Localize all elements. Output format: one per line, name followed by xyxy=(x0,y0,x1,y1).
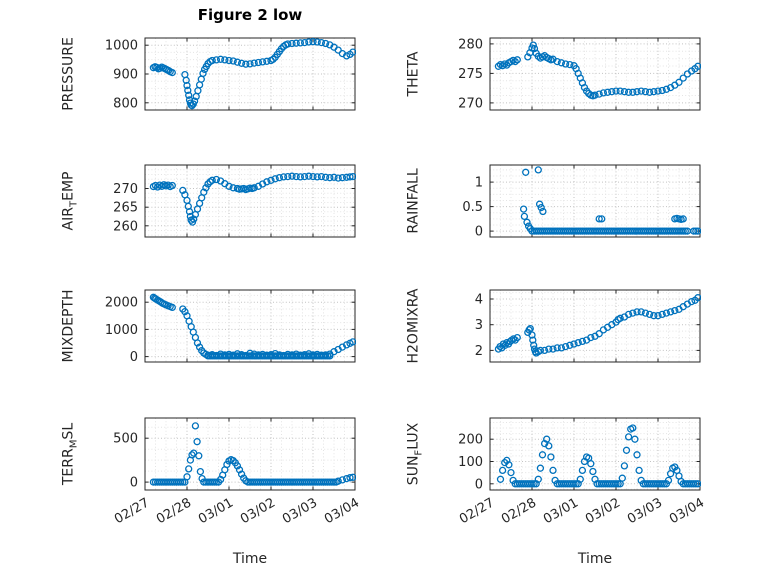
y-label-text: AIR xyxy=(60,207,77,231)
plot-area-h2omixra: 2 3 4 xyxy=(475,289,701,363)
plot-area-sun-flux: 02/27 02/28 03/01 03/02 03/03 03/04 0 100 200 xyxy=(457,417,705,527)
x-axis-label-left: Time xyxy=(232,551,268,567)
svg-text:1: 1 xyxy=(475,176,483,191)
svg-text:03/04: 03/04 xyxy=(322,495,360,527)
svg-text:260: 260 xyxy=(113,219,138,234)
svg-text:270: 270 xyxy=(113,182,138,197)
plot-area-rainfall: 00.51 xyxy=(462,164,701,240)
y-label-subscript: T xyxy=(68,200,80,208)
svg-text:4: 4 xyxy=(475,293,483,308)
y-axis-label-sun-flux: SUNFLUX xyxy=(406,423,425,485)
subplot-mixdepth: MIXDEPTH 0 1000 2000 xyxy=(55,285,360,367)
svg-text:1000: 1000 xyxy=(105,39,138,54)
y-axis-label-mixdepth: MIXDEPTH xyxy=(61,290,80,363)
svg-text:265: 265 xyxy=(113,201,138,216)
y-axis-label-pressure: PRESSURE xyxy=(61,37,80,111)
y-axis-label-theta: THETA xyxy=(406,52,425,97)
svg-text:03/01: 03/01 xyxy=(196,495,236,527)
svg-text:500: 500 xyxy=(113,432,138,447)
subplot-pressure: PRESSURE 800 900 1000 xyxy=(55,33,360,115)
y-axis-label-air-temp: AIRTEMP xyxy=(61,172,80,231)
subplot-h2omixra: H2OMIXRA 2 3 4 xyxy=(400,285,705,367)
svg-text:100: 100 xyxy=(458,455,483,470)
svg-text:03/03: 03/03 xyxy=(625,495,665,527)
subplot-theta: THETA 270 275 280 xyxy=(400,33,705,115)
plot-area-air-temp: 260 265 270 xyxy=(113,164,356,238)
y-label-subscript: F xyxy=(413,449,425,456)
svg-text:03/02: 03/02 xyxy=(238,495,278,527)
y-label-text: LUX xyxy=(405,422,422,450)
subplot-rainfall: RAINFALL 0 0.5 1 xyxy=(400,160,705,242)
plot-area-mixdepth: 0 1000 2000 xyxy=(105,289,356,365)
svg-text:02/28: 02/28 xyxy=(499,495,539,527)
y-axis-label-rainfall: RAINFALL xyxy=(406,168,425,233)
y-label-text: SL xyxy=(60,422,77,440)
svg-text:270: 270 xyxy=(458,96,483,111)
y-axis-label-terr-msl: TERRMSL xyxy=(61,423,80,485)
figure-title: Figure 2 low xyxy=(197,6,303,24)
y-label-text: THETA xyxy=(405,51,422,97)
y-axis-label-h2omixra: H2OMIXRA xyxy=(406,289,425,364)
svg-text:02/27: 02/27 xyxy=(112,495,152,527)
svg-text:2: 2 xyxy=(475,344,483,359)
svg-text:2000: 2000 xyxy=(105,296,138,311)
plot-area-theta: 270 275 280 xyxy=(458,37,701,111)
svg-text:02/28: 02/28 xyxy=(154,495,194,527)
svg-text:0: 0 xyxy=(130,350,138,365)
y-label-text: MIXDEPTH xyxy=(60,289,77,363)
svg-text:0.5: 0.5 xyxy=(462,200,483,215)
subplot-sun-flux: SUNFLUX 02/27 02/28 03/01 03/02 03/03 03/04 0 1… xyxy=(400,413,705,545)
subplot-terr-msl: TERRMSL 02/27 02/28 03/01 03/02 03/03 03/04 0 5… xyxy=(55,413,360,545)
y-label-text: EMP xyxy=(60,171,77,201)
x-axis-label-right: Time xyxy=(577,551,613,567)
svg-text:1000: 1000 xyxy=(105,323,138,338)
svg-text:900: 900 xyxy=(113,68,138,83)
svg-text:275: 275 xyxy=(458,67,483,82)
y-label-text: SUN xyxy=(405,455,422,486)
plot-area-terr-msl: 02/27 02/28 03/01 03/02 03/03 03/04 0 500 xyxy=(112,417,360,527)
svg-text:3: 3 xyxy=(475,318,483,333)
svg-text:0: 0 xyxy=(475,477,483,492)
y-label-text: PRESSURE xyxy=(60,37,77,111)
svg-text:03/04: 03/04 xyxy=(667,495,705,527)
svg-text:800: 800 xyxy=(113,96,138,111)
y-label-text: H2OMIXRA xyxy=(405,288,422,364)
svg-text:200: 200 xyxy=(458,433,483,448)
svg-text:03/02: 03/02 xyxy=(583,495,623,527)
svg-text:0: 0 xyxy=(475,225,483,240)
y-label-text: RAINFALL xyxy=(405,168,422,234)
svg-text:280: 280 xyxy=(458,37,483,52)
svg-text:03/01: 03/01 xyxy=(541,495,581,527)
y-label-text: TERR xyxy=(60,448,77,486)
plot-area-pressure: 800 900 1000 xyxy=(105,37,356,111)
svg-text:03/03: 03/03 xyxy=(280,495,320,527)
y-label-subscript: M xyxy=(68,439,80,449)
subplot-air-temp: AIRTEMP 260 265 270 xyxy=(55,160,360,242)
svg-text:0: 0 xyxy=(130,476,138,491)
svg-text:02/27: 02/27 xyxy=(457,495,497,527)
